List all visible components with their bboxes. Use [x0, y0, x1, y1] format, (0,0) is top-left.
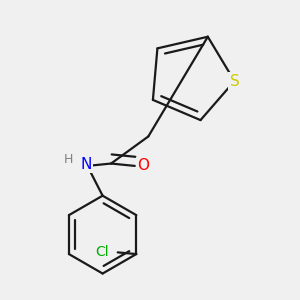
Text: N: N	[80, 157, 92, 172]
Text: H: H	[64, 153, 74, 166]
Text: O: O	[137, 158, 149, 173]
Text: S: S	[230, 74, 239, 88]
Text: Cl: Cl	[96, 245, 109, 260]
